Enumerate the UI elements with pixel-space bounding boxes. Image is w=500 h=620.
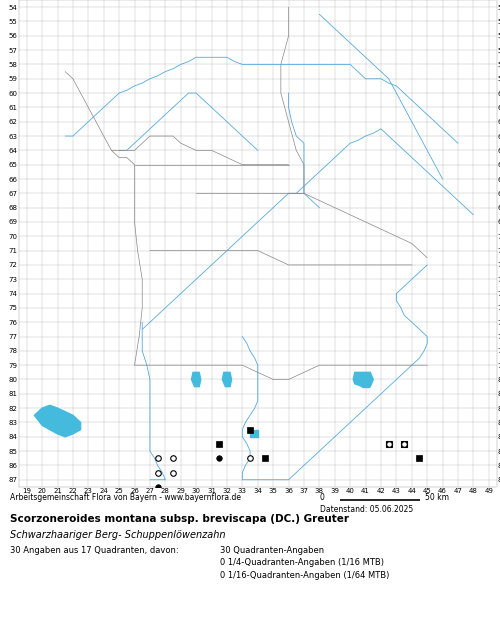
Text: Scorzoneroides montana subsp. breviscapa (DC.) Greuter: Scorzoneroides montana subsp. breviscapa…: [10, 513, 349, 523]
Text: Schwarzhaariger Berg- Schuppenlöwenzahn: Schwarzhaariger Berg- Schuppenlöwenzahn: [10, 530, 226, 540]
Polygon shape: [34, 405, 80, 436]
Text: 30 Quadranten-Angaben: 30 Quadranten-Angaben: [220, 546, 324, 555]
Text: 0: 0: [320, 493, 325, 502]
Polygon shape: [250, 430, 258, 436]
Text: 0 1/16-Quadranten-Angaben (1/64 MTB): 0 1/16-Quadranten-Angaben (1/64 MTB): [220, 570, 390, 580]
Polygon shape: [192, 373, 201, 387]
Text: 50 km: 50 km: [425, 493, 449, 502]
Text: Datenstand: 05.06.2025: Datenstand: 05.06.2025: [320, 505, 413, 515]
Polygon shape: [222, 373, 232, 387]
Text: 0 1/4-Quadranten-Angaben (1/16 MTB): 0 1/4-Quadranten-Angaben (1/16 MTB): [220, 558, 384, 567]
Text: 30 Angaben aus 17 Quadranten, davon:: 30 Angaben aus 17 Quadranten, davon:: [10, 546, 178, 555]
Text: Arbeitsgemeinschaft Flora von Bayern - www.bayernflora.de: Arbeitsgemeinschaft Flora von Bayern - w…: [10, 493, 241, 502]
Polygon shape: [362, 379, 368, 387]
Polygon shape: [353, 373, 374, 387]
